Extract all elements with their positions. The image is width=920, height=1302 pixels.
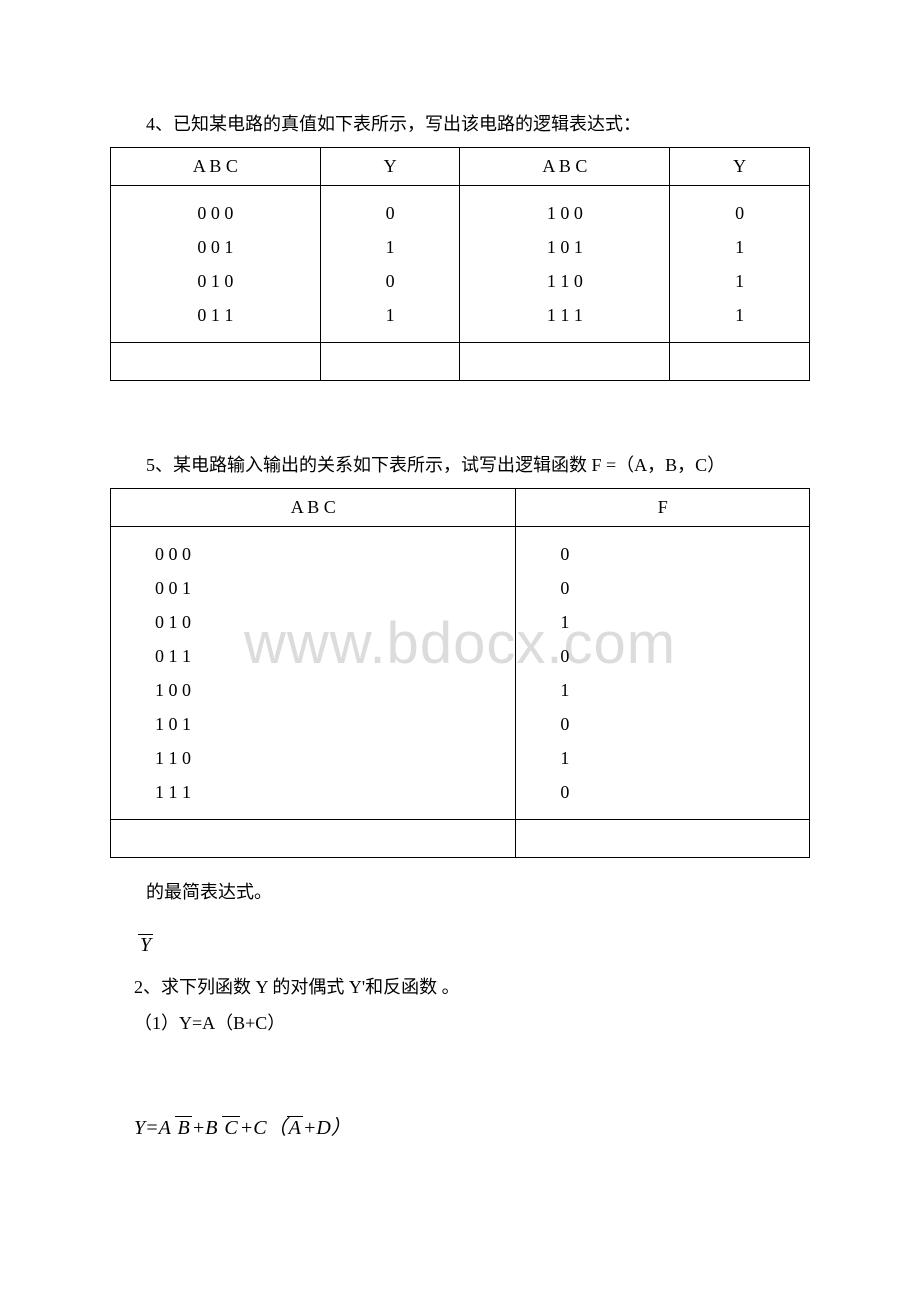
q5-prompt: 5、某电路输入输出的关系如下表所示，试写出逻辑函数 F =（A，B，C）: [110, 451, 810, 480]
q4-la-0: 0 0 0: [115, 196, 316, 230]
formula-expression: Y=A B+B C+C（A+D）: [134, 1111, 810, 1140]
q4-e1: [111, 342, 321, 380]
q5-a-6: 1 1 0: [155, 741, 511, 775]
q5-f-0: 0: [560, 537, 805, 571]
q5-a-0: 0 0 0: [155, 537, 511, 571]
q4-left-y: 0 1 0 1: [320, 185, 460, 342]
q5-f-5: 0: [560, 707, 805, 741]
q4-h4: Y: [670, 147, 810, 185]
q4-truth-table: A B C Y A B C Y 0 0 0 0 0 1 0 1 0 0 1 1 …: [110, 147, 810, 381]
q4-right-abc: 1 0 0 1 0 1 1 1 0 1 1 1: [460, 185, 670, 342]
q4-ry-1: 1: [674, 230, 805, 264]
q4-ra-2: 1 1 0: [464, 264, 665, 298]
fp3: +C（: [240, 1117, 287, 1139]
q4-h1: A B C: [111, 147, 321, 185]
fov2: C: [222, 1116, 239, 1139]
q4-ry-0: 0: [674, 196, 805, 230]
q4-empty-row: [111, 342, 810, 380]
q4-ra-1: 1 0 1: [464, 230, 665, 264]
q4-ry-2: 1: [674, 264, 805, 298]
q5-h1: A B C: [111, 488, 516, 526]
q5-f-4: 1: [560, 673, 805, 707]
tail-line1: 的最简表达式。: [110, 878, 810, 907]
q4-prompt: 4、已知某电路的真值如下表所示，写出该电路的逻辑表达式：: [110, 110, 810, 139]
q5-h2: F: [516, 488, 810, 526]
q5-a-3: 0 1 1: [155, 639, 511, 673]
tail-line3: （1）Y=A（B+C）: [134, 1005, 810, 1041]
q4-e4: [670, 342, 810, 380]
q4-e2: [320, 342, 460, 380]
q5-f-6: 1: [560, 741, 805, 775]
q5-empty-row: [111, 819, 810, 857]
q5-abc: 0 0 0 0 0 1 0 1 0 0 1 1 1 0 0 1 0 1 1 1 …: [111, 526, 516, 819]
q4-la-1: 0 0 1: [115, 230, 316, 264]
q5-truth-table: A B C F 0 0 0 0 0 1 0 1 0 0 1 1 1 0 0 1 …: [110, 488, 810, 858]
q4-body-row: 0 0 0 0 0 1 0 1 0 0 1 1 0 1 0 1 1 0 0 1 …: [111, 185, 810, 342]
q4-header-row: A B C Y A B C Y: [111, 147, 810, 185]
q4-ry-3: 1: [674, 298, 805, 332]
q5-body-row: 0 0 0 0 0 1 0 1 0 0 1 1 1 0 0 1 0 1 1 1 …: [111, 526, 810, 819]
q5-a-7: 1 1 1: [155, 775, 511, 809]
q4-ly-2: 0: [325, 264, 456, 298]
q4-ra-3: 1 1 1: [464, 298, 665, 332]
q5-a-5: 1 0 1: [155, 707, 511, 741]
q5-header-row: A B C F: [111, 488, 810, 526]
fp1: Y=A: [134, 1117, 175, 1139]
q4-h3: A B C: [460, 147, 670, 185]
tail-line2: 2、求下列函数 Y 的对偶式 Y'和反函数 。: [134, 969, 810, 1005]
q5-e2: [516, 819, 810, 857]
q5-e1: [111, 819, 516, 857]
q5-a-4: 1 0 0: [155, 673, 511, 707]
q4-la-3: 0 1 1: [115, 298, 316, 332]
q4-la-2: 0 1 0: [115, 264, 316, 298]
fov3: A: [287, 1116, 303, 1139]
q4-h2: Y: [320, 147, 460, 185]
q4-ly-1: 1: [325, 230, 456, 264]
q5-f: 0 0 1 0 1 0 1 0: [516, 526, 810, 819]
q5-f-1: 0: [560, 571, 805, 605]
fov1: B: [175, 1116, 191, 1139]
q4-ra-0: 1 0 0: [464, 196, 665, 230]
q5-f-2: 1: [560, 605, 805, 639]
fp2: +B: [192, 1117, 223, 1139]
fp4: +D）: [303, 1117, 351, 1139]
q4-ly-3: 1: [325, 298, 456, 332]
y-bar-symbol: Y: [138, 934, 153, 955]
q4-e3: [460, 342, 670, 380]
q5-a-2: 0 1 0: [155, 605, 511, 639]
q5-f-3: 0: [560, 639, 805, 673]
q5-f-7: 0: [560, 775, 805, 809]
q4-right-y: 0 1 1 1: [670, 185, 810, 342]
q5-a-1: 0 0 1: [155, 571, 511, 605]
q4-left-abc: 0 0 0 0 0 1 0 1 0 0 1 1: [111, 185, 321, 342]
q4-ly-0: 0: [325, 196, 456, 230]
